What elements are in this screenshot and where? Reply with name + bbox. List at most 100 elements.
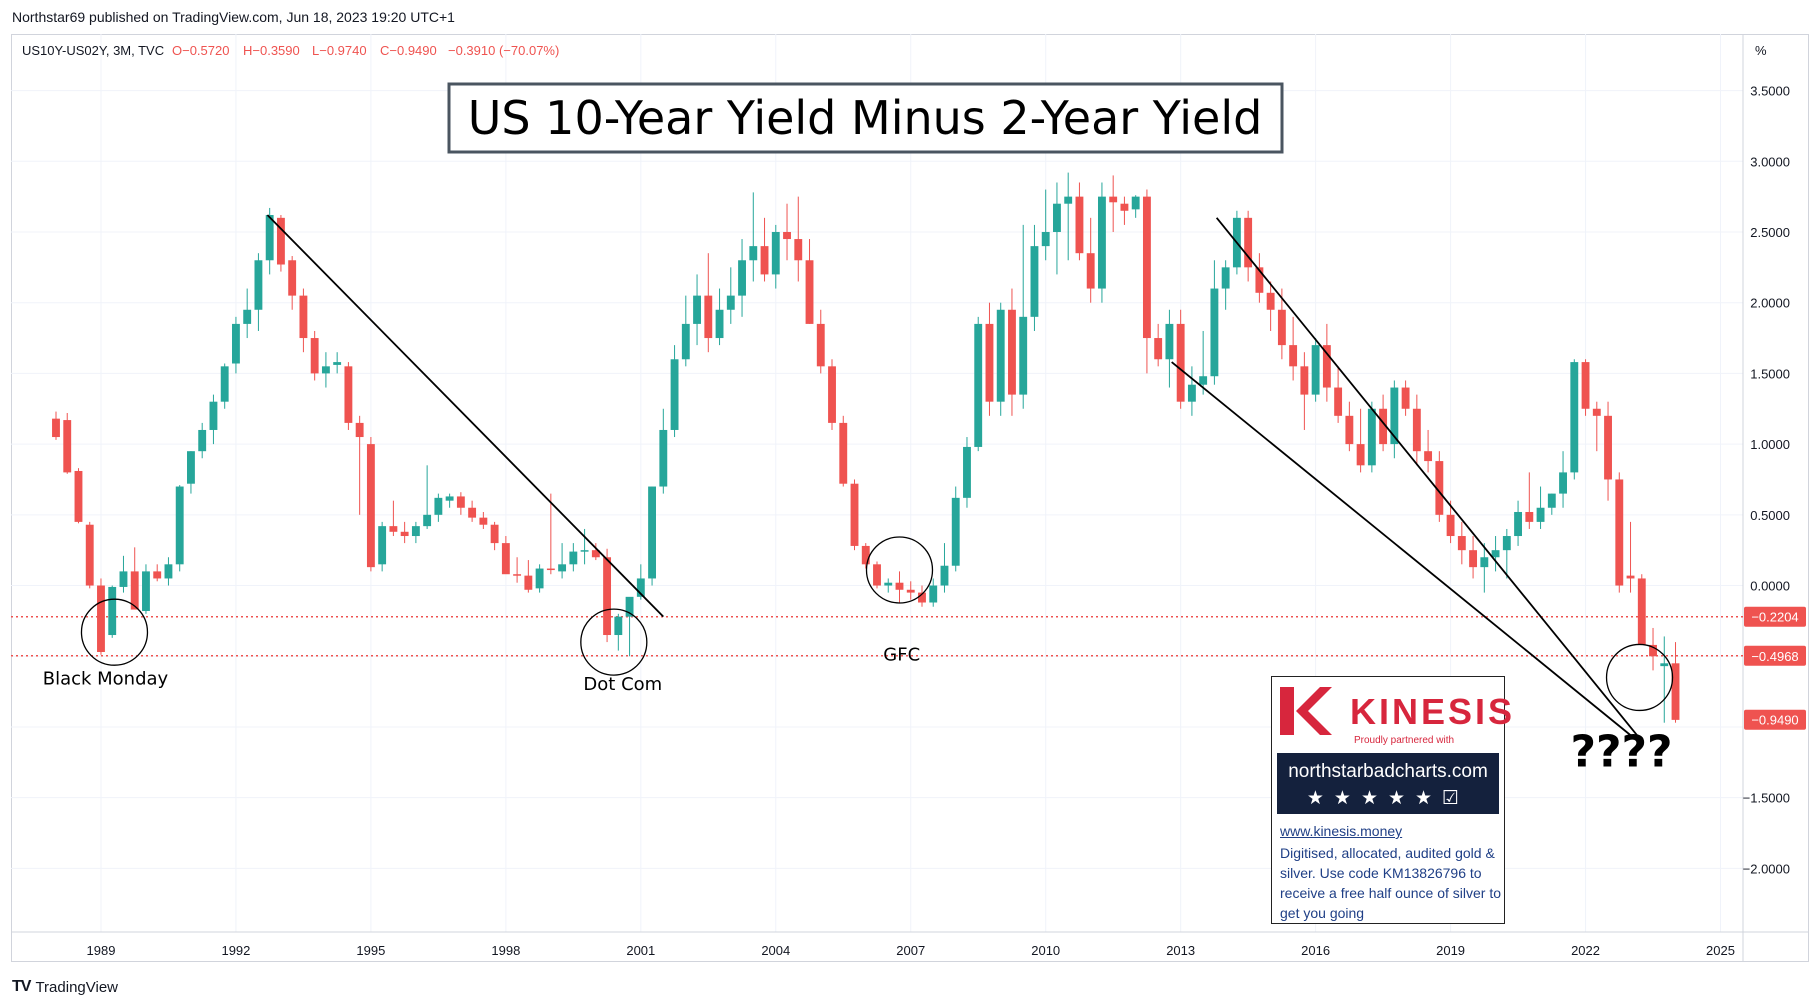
candle <box>1491 536 1500 572</box>
candle <box>243 288 252 339</box>
candle-body <box>299 295 308 339</box>
candle-body <box>670 359 679 430</box>
x-tick-label: 2016 <box>1301 943 1330 958</box>
ohlc-legend: US10Y-US02Y, 3M, TVC O−0.5720 H−0.3590 L… <box>22 43 559 58</box>
chart-title: US 10-Year Yield Minus 2-Year Yield <box>468 91 1263 145</box>
candle <box>1367 401 1376 473</box>
candle-body <box>1424 451 1433 462</box>
high-value: H−0.3590 <box>243 43 300 58</box>
candle <box>1053 182 1061 275</box>
candle-body <box>1244 217 1253 268</box>
candle-body <box>1064 196 1073 204</box>
candle <box>456 492 465 515</box>
candle-body <box>468 507 477 518</box>
candle-body <box>310 338 319 374</box>
chart-frame <box>11 34 1809 962</box>
candle <box>1649 627 1657 671</box>
candle <box>445 493 454 508</box>
candle-body <box>1604 415 1612 480</box>
candle <box>310 330 319 381</box>
price-tag <box>1744 606 1806 627</box>
candle-body <box>1637 578 1646 645</box>
candle <box>97 578 105 655</box>
candle <box>1255 253 1264 303</box>
candle <box>1626 521 1635 593</box>
tradingview-footer[interactable]: TV TradingView <box>12 978 118 996</box>
candle <box>1671 642 1680 723</box>
candle-body <box>805 260 814 324</box>
candle <box>1266 281 1275 331</box>
candle-body <box>479 517 488 525</box>
candle-body <box>1187 384 1196 402</box>
candle <box>1289 316 1298 381</box>
candle <box>164 557 173 586</box>
candle <box>1334 366 1343 423</box>
candle-body <box>580 550 589 552</box>
candle <box>749 192 758 282</box>
candle <box>74 468 83 524</box>
candle <box>524 560 533 593</box>
candle-body <box>1210 288 1219 377</box>
candle <box>85 521 94 589</box>
candle-body <box>1041 231 1050 247</box>
kinesis-ad[interactable]: KINESIS Proudly partnered with northstar… <box>1271 676 1512 924</box>
candle <box>715 288 724 346</box>
highlight-circle <box>80 598 149 666</box>
trendlines <box>266 214 1641 744</box>
candle <box>1210 260 1219 385</box>
candle-body <box>1311 345 1320 395</box>
candle-body <box>681 323 690 360</box>
candle <box>1424 429 1433 473</box>
candle <box>1412 394 1421 466</box>
candle-body <box>434 497 443 515</box>
candle <box>625 596 634 657</box>
annotation-label: ???? <box>1570 727 1672 778</box>
kinesis-url-link[interactable]: www.kinesis.money <box>1280 823 1403 839</box>
candle-body <box>130 571 139 610</box>
candles <box>52 172 1680 723</box>
candle-body <box>423 514 432 527</box>
candle <box>1097 182 1106 303</box>
candle-body <box>1075 196 1084 254</box>
candle-body <box>918 592 926 603</box>
candle-body <box>1379 408 1388 445</box>
candle-body <box>659 429 668 487</box>
circles <box>80 536 1674 712</box>
candle-body <box>1019 316 1028 395</box>
y-tick-label: 3.5000 <box>1750 84 1790 99</box>
candle <box>1435 451 1444 522</box>
candle <box>220 363 229 409</box>
candle-body <box>243 309 252 324</box>
candle <box>1570 359 1579 480</box>
candle-body <box>569 551 578 565</box>
candle <box>1311 338 1320 402</box>
price-lines <box>11 615 1743 657</box>
candle <box>1356 408 1365 473</box>
candle <box>1086 217 1095 303</box>
candle <box>1514 500 1523 546</box>
candle-body <box>749 246 758 261</box>
candle-body <box>535 568 544 589</box>
candle <box>1581 359 1590 416</box>
y-tick-label: 0.0000 <box>1750 579 1790 594</box>
candle-body <box>1142 196 1151 339</box>
candle-body <box>445 496 454 501</box>
candle-body <box>951 497 960 566</box>
candle <box>265 207 274 275</box>
candle-body <box>220 366 229 402</box>
candle-body <box>614 616 623 636</box>
candle-body <box>861 545 870 565</box>
candle-body <box>906 589 915 593</box>
candle-body <box>63 420 72 473</box>
trendline <box>1215 217 1641 739</box>
tradingview-brand: TradingView <box>35 978 118 996</box>
candle-body <box>1030 246 1039 317</box>
candle-body <box>344 366 353 423</box>
candle-body <box>1097 196 1106 289</box>
y-tick-label: 1.5000 <box>1750 366 1790 381</box>
candle <box>130 547 139 610</box>
candle-body <box>625 596 634 617</box>
candle-body <box>1559 472 1567 494</box>
candle <box>333 352 342 374</box>
